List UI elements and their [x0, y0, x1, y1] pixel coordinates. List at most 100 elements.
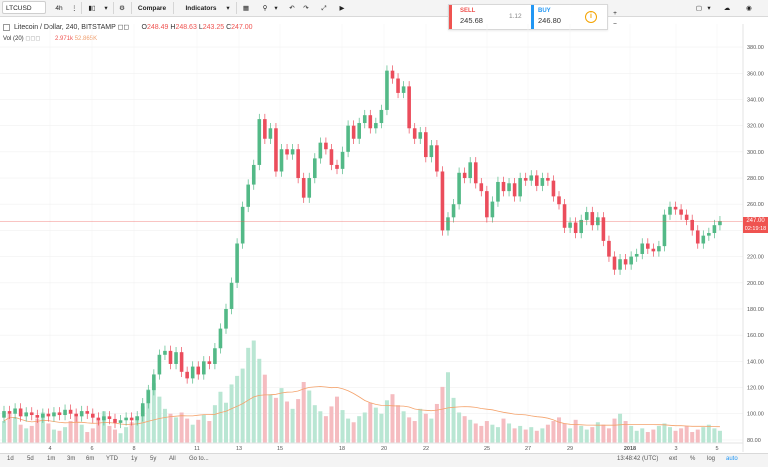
camera-icon[interactable]: ◉ — [746, 5, 752, 12]
interval-selector[interactable]: 4h — [55, 5, 63, 12]
range-5d[interactable]: 5d — [27, 456, 34, 462]
toolbar-divider — [236, 2, 237, 14]
volume-bar — [24, 428, 29, 443]
price-scale-label: 300.00 — [747, 150, 764, 156]
volume-bar — [335, 396, 339, 443]
compare-button[interactable]: Compare — [137, 5, 167, 12]
log-toggle[interactable]: log — [707, 456, 716, 462]
chevron-down-icon[interactable]: ▾ — [274, 5, 278, 12]
ext-toggle[interactable]: ext — [669, 456, 678, 462]
range-1d[interactable]: 1d — [7, 456, 14, 462]
volume-bar — [285, 401, 290, 443]
range-ytd[interactable]: YTD — [106, 456, 118, 462]
chevron-down-icon[interactable]: ▾ — [707, 5, 711, 12]
auto-toggle[interactable]: auto — [726, 456, 738, 462]
range-all[interactable]: All — [169, 456, 176, 462]
candle-body — [523, 178, 528, 181]
candle-body — [41, 413, 45, 418]
volume-bar — [357, 416, 362, 443]
volume-bar — [318, 411, 323, 443]
sell-button[interactable]: SELL 245.68 — [449, 5, 505, 29]
volume-bar — [495, 427, 500, 443]
layout-icon[interactable]: ▢ — [695, 5, 703, 12]
volume-bar — [240, 368, 245, 443]
percent-toggle[interactable]: % — [690, 456, 696, 462]
candle-body — [135, 416, 139, 421]
volume-bar — [551, 421, 556, 443]
gear-icon[interactable]: ⚙ — [119, 5, 125, 12]
volume-bar — [2, 421, 6, 443]
volume-bar — [68, 421, 73, 443]
volume-ma-line — [3, 386, 720, 428]
replay-play-icon[interactable]: ▶ — [339, 5, 345, 12]
toolbar-divider — [173, 2, 174, 14]
alert-icon[interactable]: ⚲ — [262, 5, 268, 12]
cloud-icon[interactable]: ☁ — [723, 5, 731, 12]
price-scale-label: 280.00 — [747, 176, 764, 182]
chevron-down-icon[interactable]: ▾ — [104, 5, 108, 12]
fullscreen-icon[interactable]: ⤢ — [321, 5, 327, 12]
candle-body — [446, 217, 450, 231]
close-value: 247.00 — [231, 24, 253, 31]
eye-icon[interactable]: ◻ — [117, 24, 124, 31]
candle-body — [163, 350, 167, 355]
range-6m[interactable]: 6m — [86, 456, 95, 462]
range-3m[interactable]: 3m — [67, 456, 76, 462]
candles — [2, 65, 722, 429]
candle-body — [518, 178, 522, 197]
candle-style-icon[interactable]: ▮▯ — [88, 5, 96, 12]
template-icon[interactable]: ▦ — [242, 5, 250, 12]
volume-bar — [717, 430, 722, 443]
volume-bar — [451, 397, 456, 443]
volume-bar — [101, 411, 106, 443]
candle-body — [701, 235, 706, 244]
candle-body — [335, 164, 339, 169]
range-1m[interactable]: 1m — [47, 456, 56, 462]
volume-bar — [279, 388, 284, 443]
volume-bar — [462, 416, 467, 443]
time-scale-label: 27 — [525, 446, 531, 452]
toolbar-divider — [81, 2, 82, 14]
price-scale-label: 80.00 — [747, 438, 761, 444]
utc-clock[interactable]: 13:48:42 (UTC) — [617, 456, 659, 462]
volume-bar — [379, 413, 384, 443]
candle-body — [579, 219, 583, 234]
candle-body — [657, 246, 661, 252]
undo-icon[interactable]: ↶ — [289, 5, 295, 12]
indicators-button[interactable]: Indicators — [185, 5, 217, 12]
candle-body — [684, 214, 689, 220]
candle-body — [679, 209, 683, 215]
collapse-icon[interactable] — [3, 23, 10, 31]
go-to-date-button[interactable]: Go to... — [189, 456, 209, 462]
info-icon[interactable]: i — [585, 11, 597, 23]
volume-bar — [113, 429, 117, 443]
zoom-out-icon[interactable]: − — [613, 21, 617, 28]
time-scale-label: 18 — [339, 446, 345, 452]
volume-title: Vol (20) — [3, 36, 24, 42]
volume-legend-actions[interactable]: ◻◻◻ — [25, 36, 41, 42]
candle-body — [634, 253, 639, 257]
settings-icon[interactable]: ◻ — [123, 24, 130, 31]
volume-bar — [296, 399, 301, 443]
zoom-in-icon[interactable]: + — [613, 10, 617, 17]
volume-bar — [85, 432, 90, 443]
volume-legend: Vol (20) ◻◻◻ 2.971k 52.865K — [3, 35, 97, 42]
volume-bar — [523, 429, 528, 443]
range-1y[interactable]: 1y — [131, 456, 138, 462]
range-5y[interactable]: 5y — [150, 456, 157, 462]
candle-body — [124, 417, 128, 421]
candle-body — [2, 411, 6, 418]
symbol-search-input[interactable]: LTCUSD — [2, 1, 46, 14]
volume-bar — [473, 423, 478, 443]
volume-bar — [529, 427, 534, 443]
chevron-down-icon[interactable]: ▾ — [226, 5, 230, 12]
candle-body — [462, 172, 467, 179]
candle-body — [540, 178, 545, 186]
price-scale-label: 200.00 — [747, 281, 764, 287]
volume-bar — [218, 391, 223, 443]
buy-button[interactable]: BUY 246.80 — [531, 5, 577, 29]
more-options-icon[interactable]: ⋮ — [71, 5, 78, 12]
low-label: L — [198, 24, 203, 31]
redo-icon[interactable]: ↷ — [303, 5, 309, 12]
